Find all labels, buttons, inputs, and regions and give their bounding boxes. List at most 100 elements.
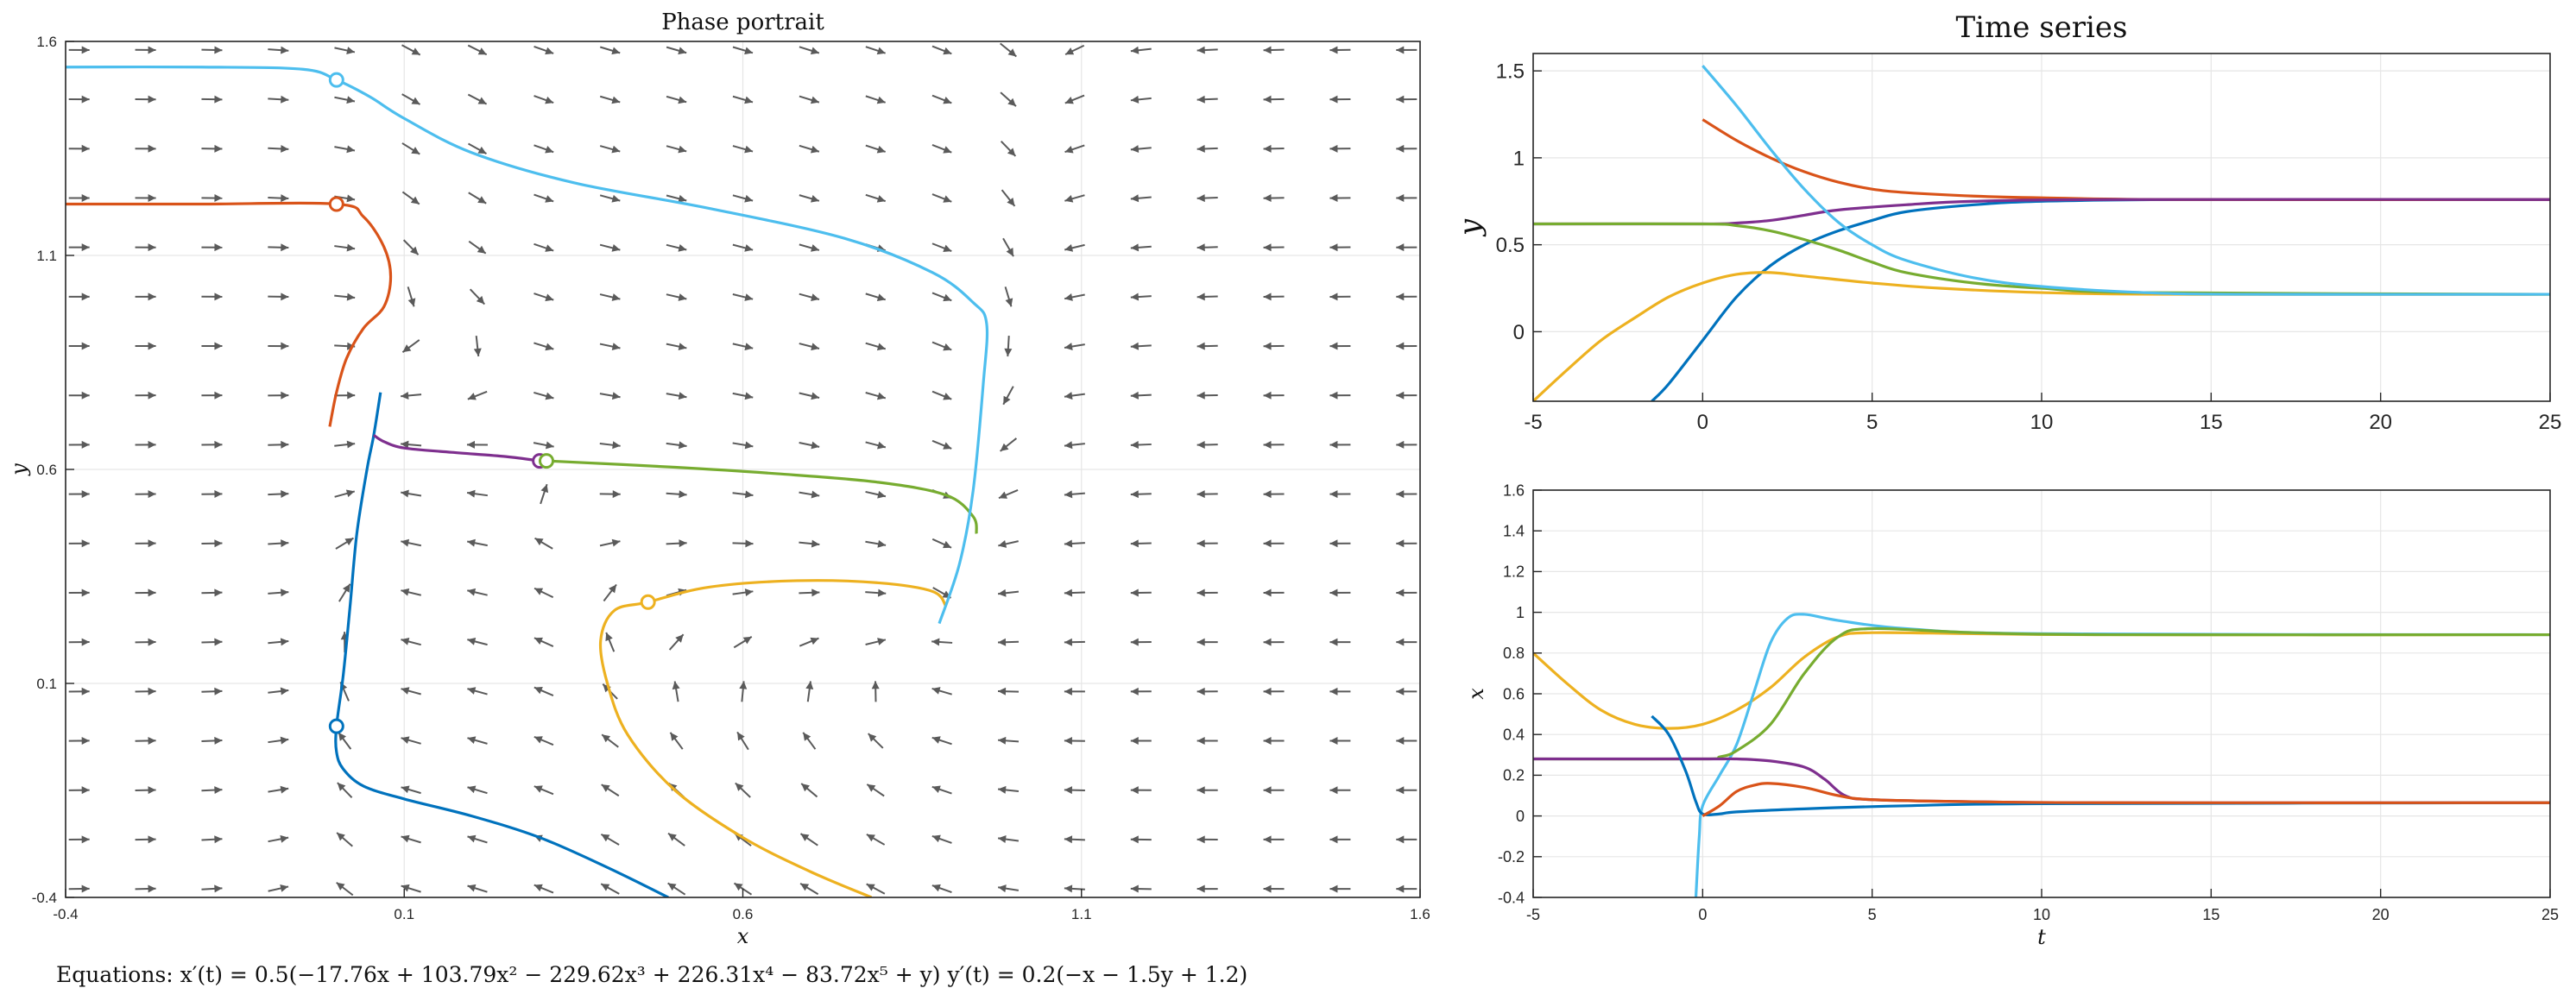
vector-arrowhead (1064, 392, 1073, 400)
vector-arrowhead (1263, 588, 1272, 597)
vector-arrowhead (1329, 687, 1338, 695)
vector-arrowhead (876, 145, 886, 154)
x-tick-label: 10 (2033, 906, 2050, 923)
vector-arrowhead (679, 441, 687, 450)
vector-arrowhead (998, 884, 1007, 893)
vector-arrowhead (744, 343, 754, 351)
vector-arrowhead (672, 681, 680, 690)
vector-arrowhead (1064, 97, 1074, 104)
vector-arrowhead (81, 638, 90, 646)
vector-arrowhead (1196, 687, 1205, 695)
start-marker-green (538, 453, 554, 469)
vector-arrowhead (148, 95, 156, 104)
vector-arrowhead (214, 490, 223, 499)
vector-arrowhead (148, 736, 156, 745)
vector-arrowhead (1263, 391, 1272, 400)
vector-arrowhead (81, 440, 90, 449)
vector-arrowhead (337, 783, 346, 791)
vector-arrowhead (670, 732, 679, 741)
vector-arrowhead (668, 833, 677, 841)
vector-arrowhead (1329, 440, 1338, 449)
vector-arrowhead (148, 638, 156, 646)
vector-arrowhead (81, 243, 90, 252)
vector-arrowhead (1130, 539, 1139, 548)
vector-arrowhead (876, 47, 886, 55)
vector-arrowhead (678, 293, 687, 301)
vector-arrowhead (1130, 588, 1139, 597)
vector-arrowhead (1329, 835, 1338, 844)
vector-arrowhead (1007, 98, 1016, 107)
y-tick-label: 0.6 (36, 462, 57, 478)
y-axis-label: x (1464, 688, 1488, 700)
vector-arrowhead (943, 293, 952, 302)
vector-arrowhead (281, 293, 289, 301)
vector-arrowhead (866, 884, 875, 891)
vector-arrowhead (1064, 835, 1073, 844)
vector-arrowhead (81, 193, 90, 202)
vector-arrowhead (745, 539, 754, 548)
vector-arrowhead (734, 883, 743, 891)
vector-arrowhead (943, 146, 952, 154)
vector-arrowhead (667, 883, 677, 891)
vector-arrowhead (148, 687, 156, 695)
vector-arrowhead (1263, 539, 1272, 548)
vector-arrowhead (678, 194, 687, 203)
vector-arrowhead (214, 194, 223, 203)
vector-arrowhead (280, 785, 289, 794)
vector-arrowhead (346, 47, 355, 54)
vector-arrowhead (943, 393, 952, 400)
x-axis-label: x (737, 924, 749, 948)
vector-arrowhead (998, 588, 1007, 597)
vector-arrowhead (1130, 145, 1140, 154)
vector-arrowhead (1396, 737, 1405, 746)
vector-arrowhead (1263, 243, 1272, 252)
vector-arrowhead (467, 538, 476, 547)
vector-arrowhead (534, 785, 543, 793)
x-tick-label: 25 (2541, 906, 2559, 923)
vector-arrowhead (1396, 293, 1405, 301)
vector-arrowhead (467, 785, 477, 794)
chart-title: Phase portrait (661, 9, 824, 35)
x-tick-label: 5 (1868, 906, 1877, 923)
vector-arrowhead (1064, 194, 1074, 203)
vector-arrowhead (148, 884, 156, 893)
vector-arrowhead (81, 588, 90, 597)
vector-arrowhead (998, 736, 1007, 745)
vector-arrowhead (545, 392, 554, 400)
vector-arrowhead (148, 539, 156, 548)
vector-arrowhead (346, 440, 356, 449)
vector-arrowhead (810, 637, 819, 645)
vector-arrowhead (1396, 638, 1405, 646)
series-line-orange (1702, 118, 2550, 202)
y-tick-label: 1.1 (36, 248, 57, 264)
vector-arrowhead (467, 884, 477, 892)
vector-arrowhead (811, 441, 820, 450)
vector-arrowhead (1064, 588, 1073, 597)
x-tick-label: -5 (1524, 411, 1542, 434)
vector-arrowhead (931, 884, 941, 892)
vector-arrowhead (148, 835, 156, 844)
vector-arrowhead (467, 687, 477, 695)
vector-arrowhead (1130, 391, 1140, 400)
vector-arrowhead (281, 539, 289, 548)
vector-arrowhead (401, 785, 410, 794)
vector-arrowhead (148, 391, 156, 400)
y-tick-label: 0.6 (1503, 685, 1525, 702)
vector-arrowhead (214, 95, 223, 104)
vector-arrowhead (214, 736, 223, 745)
vector-arrowhead (611, 244, 621, 252)
vector-arrowhead (81, 95, 90, 104)
vector-arrowhead (1130, 243, 1140, 252)
vector-arrowhead (337, 833, 345, 841)
vector-arrowhead (1064, 146, 1074, 154)
vector-arrowhead (346, 145, 356, 154)
vector-arrowhead (1064, 736, 1072, 745)
chart-title: Time series (1956, 10, 2128, 45)
vector-arrowhead (1396, 588, 1405, 597)
vector-arrowhead (214, 884, 223, 893)
vector-arrowhead (81, 539, 90, 548)
vector-arrowhead (611, 538, 621, 547)
vector-arrowhead (1064, 490, 1073, 499)
vector-arrowhead (1396, 440, 1405, 449)
vector-arrowhead (1329, 638, 1338, 646)
